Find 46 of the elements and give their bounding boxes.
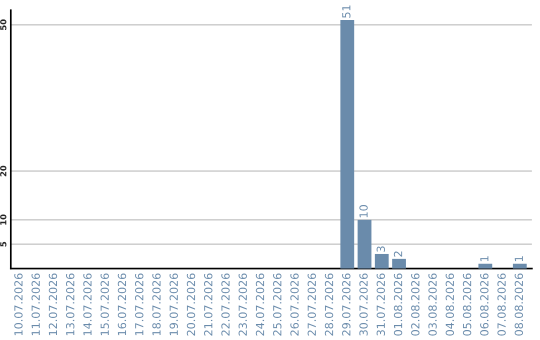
x-tick-label: 08.08.2026 xyxy=(514,273,524,336)
x-tick-label: 22.07.2026 xyxy=(221,273,230,336)
x-tick-label: 25.07.2026 xyxy=(273,273,282,336)
bar xyxy=(392,258,406,269)
x-tick-label: 10.07.2026 xyxy=(14,273,23,336)
x-tick-label: 19.07.2026 xyxy=(170,273,178,336)
x-tick-label: 12.07.2026 xyxy=(48,273,58,336)
bar xyxy=(512,264,527,269)
y-tick-label: 10 xyxy=(0,214,6,225)
data-label: 1 xyxy=(480,256,488,262)
x-tick-label: 17.07.2026 xyxy=(135,273,144,336)
x-tick-label: 01.08.2026 xyxy=(394,273,402,336)
bar xyxy=(340,20,354,269)
x-tick-label: 13.07.2026 xyxy=(66,273,74,336)
x-tick-label: 02.08.2026 xyxy=(411,273,420,336)
bar xyxy=(358,220,372,269)
x-tick-label: 20.07.2026 xyxy=(186,273,196,336)
y-tick-label: 5 xyxy=(0,242,6,246)
y-tick-label: 20 xyxy=(0,166,6,176)
x-tick-label: 24.07.2026 xyxy=(256,273,264,336)
bar xyxy=(478,264,492,269)
x-tick-label: 03.08.2026 xyxy=(428,273,437,336)
x-tick-label: 21.07.2026 xyxy=(204,273,212,336)
data-label: 2 xyxy=(394,252,402,257)
y-tick-label: 50 xyxy=(0,19,6,30)
x-tick-label: 16.07.2026 xyxy=(118,273,126,336)
x-tick-label: 14.07.2026 xyxy=(83,273,92,336)
data-label: 51 xyxy=(342,5,350,18)
x-tick-label: 05.08.2026 xyxy=(462,273,472,336)
data-label: 3 xyxy=(376,246,386,252)
x-tick-label: 18.07.2026 xyxy=(152,273,161,336)
data-label: 1 xyxy=(514,256,523,262)
x-tick-label: 30.07.2026 xyxy=(359,273,368,336)
x-tick-label: 11.07.2026 xyxy=(32,273,40,336)
x-tick-label: 27.07.2026 xyxy=(308,273,316,336)
x-tick-label: 07.08.2026 xyxy=(497,273,506,336)
data-label: 10 xyxy=(359,205,368,218)
x-tick-label: 06.08.2026 xyxy=(480,273,489,336)
x-tick-label: 28.07.2026 xyxy=(324,273,334,336)
x-tick-label: 15.07.2026 xyxy=(100,273,109,336)
x-tick-label: 04.08.2026 xyxy=(446,273,454,336)
x-tick-label: 23.07.2026 xyxy=(238,273,247,336)
x-tick-label: 29.07.2026 xyxy=(342,273,350,336)
x-tick-label: 31.07.2026 xyxy=(376,273,386,336)
bar xyxy=(374,254,389,269)
x-tick-label: 26.07.2026 xyxy=(290,273,299,336)
